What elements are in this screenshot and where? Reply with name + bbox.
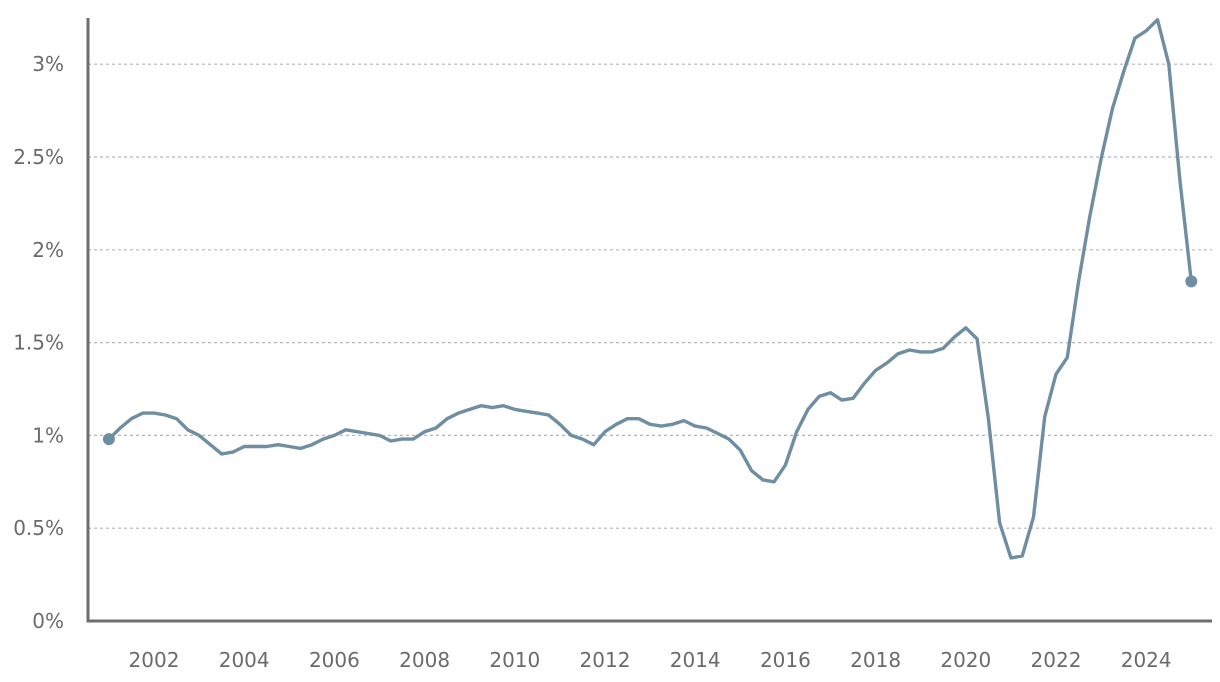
x-tick-label: 2014 <box>670 648 721 672</box>
y-tick-label: 0% <box>32 609 64 633</box>
y-tick-label: 2.5% <box>13 145 64 169</box>
grid-lines <box>88 63 1212 529</box>
endpoint-marker <box>102 433 115 446</box>
x-tick-label: 2006 <box>309 648 360 672</box>
x-tick-label: 2010 <box>489 648 540 672</box>
y-tick-label: 0.5% <box>13 516 64 540</box>
y-axis-tick-labels: 0% 0.5% 1% 1.5% 2% 2.5% 3% <box>13 52 64 633</box>
x-tick-label: 2012 <box>580 648 631 672</box>
x-tick-label: 2022 <box>1031 648 1082 672</box>
endpoint-marker <box>1185 275 1198 288</box>
x-tick-label: 2020 <box>940 648 991 672</box>
y-tick-label: 1% <box>32 423 64 447</box>
x-tick-label: 2018 <box>850 648 901 672</box>
y-tick-label: 2% <box>32 238 64 262</box>
series-group <box>102 18 1198 560</box>
x-tick-label: 2016 <box>760 648 811 672</box>
series-line <box>107 18 1193 560</box>
x-tick-label: 2008 <box>399 648 450 672</box>
x-tick-label: 2002 <box>129 648 180 672</box>
x-tick-label: 2024 <box>1121 648 1172 672</box>
x-axis-tick-labels: 2002 2004 2006 2008 2010 2012 2014 2016 2018 2020… <box>129 648 1172 672</box>
y-tick-label: 3% <box>32 52 64 76</box>
y-tick-label: 1.5% <box>13 331 64 355</box>
x-tick-label: 2004 <box>219 648 270 672</box>
